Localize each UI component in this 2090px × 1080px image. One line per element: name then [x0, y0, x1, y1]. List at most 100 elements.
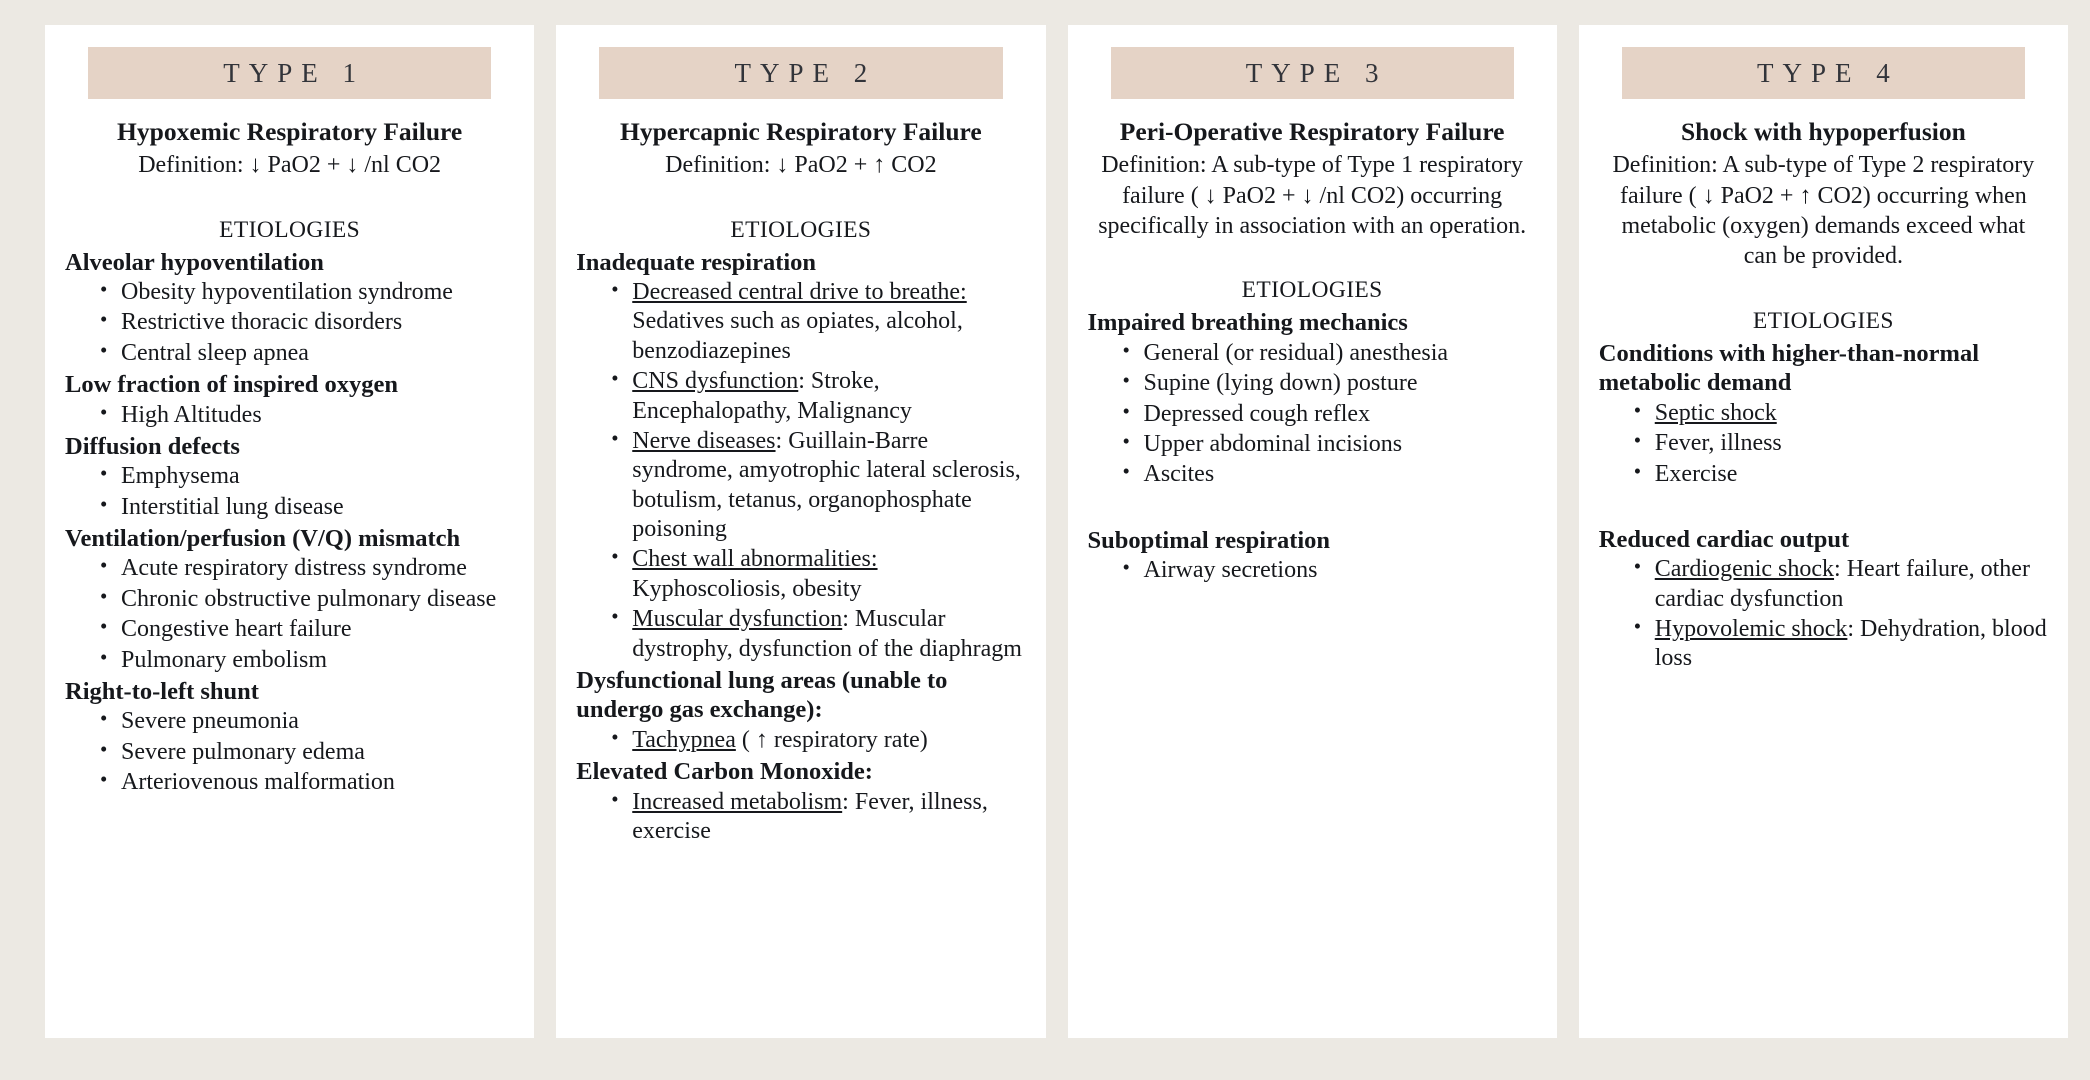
- list-item: Hypovolemic shock: Dehydration, blood lo…: [1632, 614, 2048, 674]
- list-item-text: : Stroke, Encephalopathy, Malignancy: [632, 368, 912, 424]
- etiology-sections: Impaired breathing mechanicsGeneral (or …: [1088, 306, 1537, 586]
- etiology-list: Decreased central drive to breathe: Seda…: [576, 277, 1025, 664]
- condition-definition: Definition: A sub-type of Type 1 respira…: [1098, 152, 1527, 240]
- list-item: Septic shock: [1632, 398, 2048, 428]
- condition-name: Hypoxemic Respiratory Failure: [117, 117, 463, 146]
- etiology-section: Ventilation/perfusion (V/Q) mismatchAcut…: [65, 524, 514, 675]
- title-block: Hypercapnic Respiratory Failure Definitio…: [576, 117, 1025, 181]
- list-item-text: Central sleep apnea: [121, 339, 309, 366]
- type-label: TYPE 2: [734, 57, 877, 88]
- list-item: Tachypnea ( ↑ respiratory rate): [609, 725, 1025, 755]
- list-item: Supine (lying down) posture: [1121, 368, 1537, 398]
- title-block: Shock with hypoperfusion Definition: A su…: [1599, 117, 2048, 272]
- etiology-section: Suboptimal respiration Airway secretions: [1088, 526, 1537, 586]
- list-item-text: Severe pneumonia: [121, 708, 299, 735]
- etiology-list: General (or residual) anesthesia Supine (…: [1088, 338, 1537, 490]
- etiologies-label: ETIOLOGIES: [1752, 307, 1894, 334]
- type-header-bar: TYPE 3: [1110, 47, 1514, 99]
- etiologies-label: ETIOLOGIES: [730, 216, 872, 243]
- list-item: Depressed cough reflex: [1121, 399, 1537, 429]
- list-item: Muscular dysfunction: Muscular dystrophy…: [609, 604, 1025, 664]
- list-item: Decreased central drive to breathe: Seda…: [609, 277, 1025, 366]
- list-item: CNS dysfunction: Stroke, Encephalopathy,…: [609, 366, 1025, 426]
- list-item: Arteriovenous malformation: [98, 767, 514, 797]
- section-heading: Alveolar hypoventilation: [65, 248, 324, 276]
- etiology-section: Diffusion defects Emphysema Interstitial l…: [65, 432, 514, 522]
- list-item-text: Restrictive thoracic disorders: [121, 309, 403, 336]
- etiology-section: Reduced cardiac outputCardiogenic shock:…: [1599, 525, 2048, 674]
- title-block: Hypoxemic Respiratory Failure Definition:…: [65, 117, 514, 181]
- list-item: Chest wall abnormalities: Kyphoscoliosis…: [609, 544, 1025, 604]
- title-block: Peri-Operative Respiratory Failure Defini…: [1088, 117, 1537, 241]
- list-item: Pulmonary embolism: [98, 645, 514, 675]
- etiology-list: Septic shock Fever, illness Exercise: [1599, 398, 2048, 489]
- etiology-list: Airway secretions: [1088, 555, 1537, 585]
- list-item: Central sleep apnea: [98, 338, 514, 368]
- condition-definition: Definition: ↓ PaO2 + ↓ /nl CO2: [138, 152, 442, 179]
- list-item: Airway secretions: [1121, 555, 1537, 585]
- list-item-term: Septic shock: [1654, 399, 1777, 426]
- etiology-section: Dysfunctional lung areas (unable to unde…: [576, 666, 1025, 755]
- condition-definition: Definition: A sub-type of Type 2 respira…: [1612, 152, 2035, 270]
- section-heading: Conditions with higher-than-normal metab…: [1598, 339, 1980, 397]
- list-item-term: Increased metabolism: [632, 788, 843, 815]
- list-item-text: Airway secretions: [1143, 557, 1318, 584]
- list-item: Severe pulmonary edema: [98, 737, 514, 767]
- etiologies-label: ETIOLOGIES: [219, 216, 361, 243]
- list-item-text: Arteriovenous malformation: [121, 769, 395, 796]
- etiology-section: Conditions with higher-than-normal metab…: [1599, 339, 2048, 489]
- etiology-list: Obesity hypoventilation syndrome Restrict…: [65, 277, 514, 368]
- section-heading: Elevated Carbon Monoxide:: [576, 758, 873, 786]
- list-item-text: Fever, illness: [1654, 430, 1782, 457]
- list-item: Emphysema: [98, 461, 514, 491]
- section-heading: Ventilation/perfusion (V/Q) mismatch: [65, 525, 461, 553]
- list-item: Obesity hypoventilation syndrome: [98, 277, 514, 307]
- section-heading: Inadequate respiration: [576, 248, 817, 276]
- type-label: TYPE 3: [1245, 57, 1388, 88]
- list-item: Exercise: [1632, 459, 2048, 489]
- type-card-4: TYPE 4 Shock with hypoperfusion Definition…: [1578, 25, 2068, 1038]
- list-item-text: Congestive heart failure: [121, 616, 352, 643]
- list-item-text: Severe pulmonary edema: [121, 738, 365, 765]
- list-item: Increased metabolism: Fever, illness, ex…: [609, 787, 1025, 847]
- list-item-text: Kyphoscoliosis, obesity: [632, 575, 862, 602]
- type-card-1: TYPE 1 Hypoxemic Respiratory Failure Defin…: [45, 25, 535, 1038]
- list-item-text: High Altitudes: [121, 401, 262, 428]
- condition-name: Hypercapnic Respiratory Failure: [620, 117, 982, 146]
- list-item: Upper abdominal incisions: [1121, 429, 1537, 459]
- list-item-text: : Guillain-Barre syndrome, amyotrophic l…: [632, 427, 1021, 543]
- list-item-term: Tachypnea: [632, 726, 736, 753]
- list-item-text: Interstitial lung disease: [121, 493, 344, 520]
- type-header-bar: TYPE 1: [88, 47, 492, 99]
- etiology-list: Emphysema Interstitial lung disease: [65, 461, 514, 522]
- list-item: Restrictive thoracic disorders: [98, 307, 514, 337]
- etiology-section: Right-to-left shuntSevere pneumonia Sever…: [65, 677, 514, 798]
- list-item-term: Cardiogenic shock: [1654, 556, 1835, 583]
- list-item-text: : Dehydration, blood loss: [1654, 616, 2047, 672]
- type-header-bar: TYPE 4: [1621, 47, 2025, 99]
- list-item-term: Decreased central drive to breathe:: [632, 278, 967, 305]
- list-item-text: Exercise: [1654, 460, 1738, 487]
- list-item-text: General (or residual) anesthesia: [1143, 339, 1449, 366]
- list-item-text: Sedatives such as opiates, alcohol, benz…: [632, 308, 963, 364]
- condition-definition: Definition: ↓ PaO2 + ↑ CO2: [665, 152, 937, 179]
- type-label: TYPE 1: [223, 57, 365, 88]
- etiology-list: Increased metabolism: Fever, illness, ex…: [576, 787, 1025, 847]
- list-item-text: Acute respiratory distress syndrome: [121, 555, 467, 582]
- list-item-text: : Muscular dystrophy, dysfunction of the…: [632, 606, 1022, 662]
- type-label: TYPE 4: [1757, 57, 1899, 88]
- list-item-text: Ascites: [1143, 461, 1215, 488]
- list-item-term: Chest wall abnormalities:: [632, 546, 878, 573]
- type-card-2: TYPE 2 Hypercapnic Respiratory Failure Def…: [556, 25, 1046, 1038]
- list-item-text: Upper abdominal incisions: [1143, 431, 1403, 458]
- section-heading: Right-to-left shunt: [65, 678, 259, 706]
- list-item-text: Obesity hypoventilation syndrome: [121, 278, 453, 305]
- section-heading: Suboptimal respiration: [1087, 526, 1331, 554]
- etiology-list: Acute respiratory distress syndrome Chron…: [65, 553, 514, 675]
- list-item-text: Supine (lying down) posture: [1143, 370, 1418, 397]
- etiology-section: Alveolar hypoventilationObesity hypovent…: [65, 248, 514, 369]
- list-item: Ascites: [1121, 459, 1537, 489]
- list-item: Nerve diseases: Guillain-Barre syndrome,…: [609, 426, 1025, 545]
- type-header-bar: TYPE 2: [599, 47, 1003, 99]
- list-item: Cardiogenic shock: Heart failure, other …: [1632, 554, 2048, 614]
